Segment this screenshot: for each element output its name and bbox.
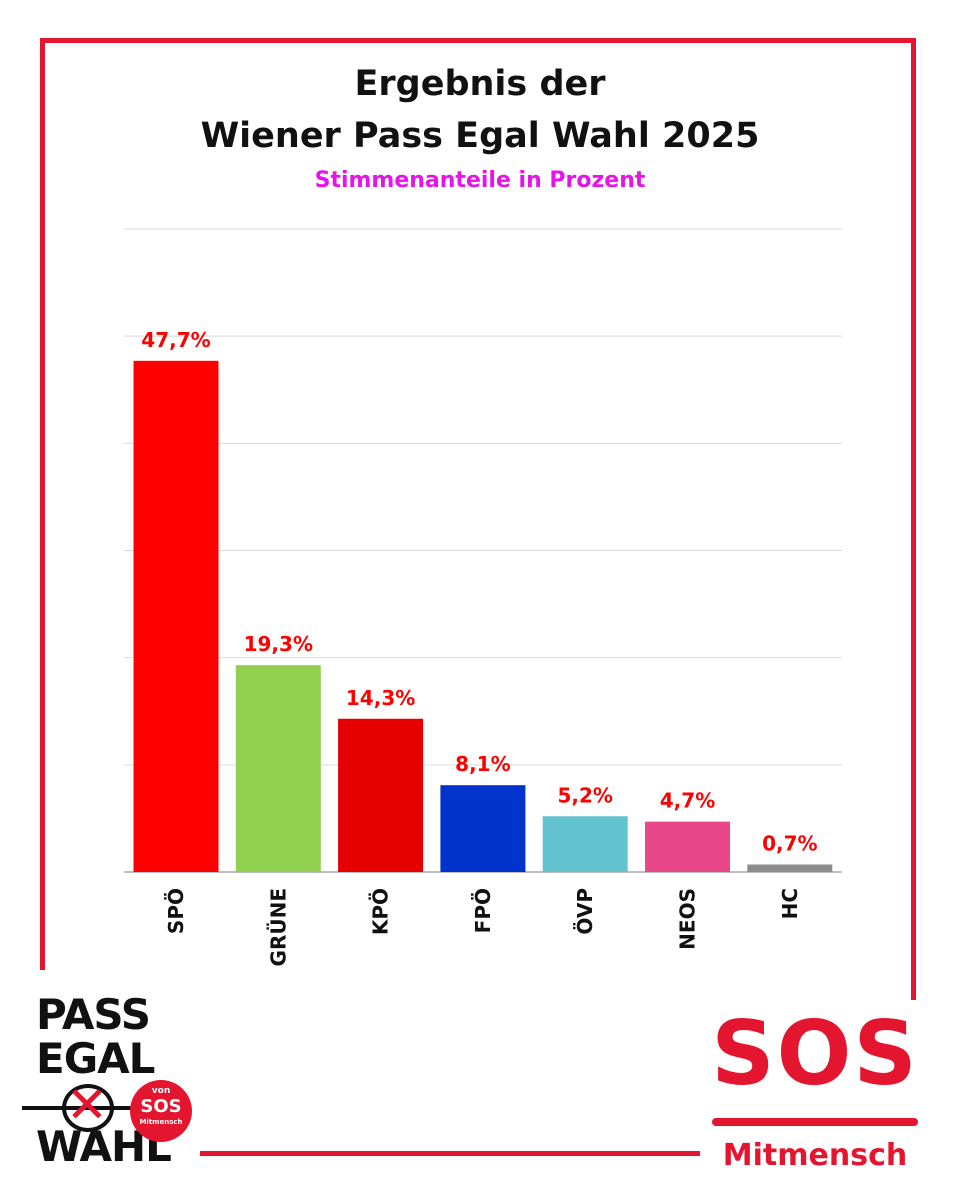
bar-6 [747, 864, 833, 872]
pass-egal-wahl-logo: PASS EGAL ✕ WAHL von SOS Mitmensch [22, 988, 202, 1178]
bar-chart: 47,7% SPÖ 19,3% GRÜNE 14,3% KPÖ 8,1% FPÖ 5,2% ÖVP… [124, 228, 842, 966]
frame-gap-right [700, 1000, 960, 1200]
decorative-frame [40, 38, 916, 1156]
bar-2 [338, 718, 424, 872]
category-label: SPÖ [164, 888, 188, 934]
ballot-circle-icon [62, 1084, 114, 1132]
value-label: 0,7% [762, 831, 817, 855]
logo-word-pass: PASS [36, 990, 151, 1039]
sos-logo-text: SOS [711, 1002, 919, 1105]
category-label: KPÖ [369, 888, 393, 935]
bar-1 [235, 665, 321, 872]
value-label: 19,3% [244, 632, 313, 656]
sos-logo-subtitle: Mitmensch [722, 1138, 908, 1173]
category-label: GRÜNE [266, 888, 290, 966]
bar-3 [440, 785, 526, 872]
value-label: 8,1% [455, 752, 510, 776]
value-label: 5,2% [557, 783, 612, 807]
value-label: 47,7% [141, 328, 210, 352]
badge-sos: SOS [140, 1096, 182, 1117]
bar-5 [645, 821, 730, 872]
bar-4 [542, 816, 628, 872]
value-label: 14,3% [346, 686, 415, 710]
bar-0 [133, 360, 219, 872]
logo-word-egal: EGAL [36, 1034, 155, 1083]
chart-title-line2: Wiener Pass Egal Wahl 2025 [200, 116, 760, 156]
category-label: HC [778, 888, 802, 919]
sos-badge: von SOS Mitmensch [130, 1080, 192, 1142]
ballot-cross-icon: ✕ [66, 1076, 108, 1134]
category-label: FPÖ [471, 888, 495, 933]
category-label: ÖVP [573, 888, 597, 935]
chart-subtitle: Stimmenanteile in Prozent [314, 168, 646, 193]
category-label: NEOS [676, 888, 700, 950]
chart-title-line1: Ergebnis der [354, 64, 606, 104]
badge-mitmensch: Mitmensch [139, 1118, 183, 1126]
sos-logo-bar [712, 1118, 918, 1126]
value-label: 4,7% [660, 789, 715, 813]
badge-von: von [151, 1086, 171, 1096]
